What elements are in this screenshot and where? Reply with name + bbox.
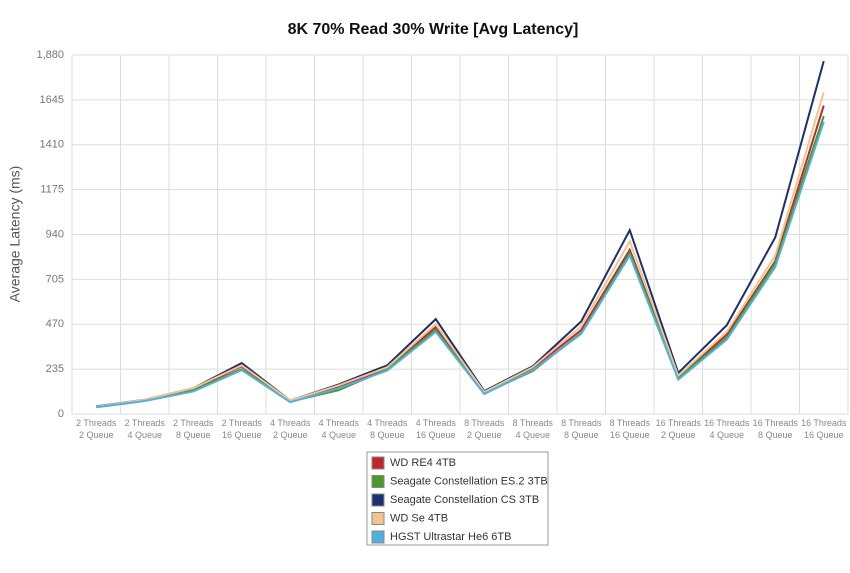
x-tick-label: 2 Threads 8 Queue xyxy=(173,418,214,440)
x-tick-label: 2 Threads 2 Queue xyxy=(76,418,117,440)
y-tick-label: 470 xyxy=(46,318,64,330)
series-line xyxy=(96,121,825,409)
y-tick-label: 0 xyxy=(58,408,64,420)
y-tick-label: 1175 xyxy=(40,184,64,196)
x-tick-label: 4 Threads 4 Queue xyxy=(319,418,360,440)
legend-label: Seagate Constellation ES.2 3TB xyxy=(390,475,548,487)
legend-swatch xyxy=(371,530,385,544)
x-tick-label: 2 Threads 4 Queue xyxy=(125,418,166,440)
series-line xyxy=(96,91,825,408)
x-tick-label: 4 Threads 2 Queue xyxy=(270,418,311,440)
legend-swatch xyxy=(371,475,385,488)
legend-swatch xyxy=(371,512,385,525)
legend-label: WD Se 4TB xyxy=(390,512,448,524)
y-tick-label: 235 xyxy=(46,363,64,375)
x-tick-label: 4 Threads 8 Queue xyxy=(367,418,408,440)
chart-title: 8K 70% Read 30% Write [Avg Latency] xyxy=(288,21,579,38)
x-tick-label: 8 Threads 4 Queue xyxy=(513,418,554,440)
legend-label: Seagate Constellation CS 3TB xyxy=(390,494,539,506)
y-tick-label: 1410 xyxy=(40,139,64,151)
x-tick-label: 8 Threads 16 Queue xyxy=(610,418,651,440)
x-tick-label: 2 Threads 16 Queue xyxy=(222,418,263,440)
legend-label: HGST Ultrastar He6 6TB xyxy=(390,531,511,543)
x-tick-label: 16 Threads 4 Queue xyxy=(704,418,750,440)
y-axis-label: Average Latency (ms) xyxy=(7,166,23,303)
y-tick-label: 940 xyxy=(46,228,64,240)
y-tick-label: 1,880 xyxy=(36,49,64,61)
legend-box xyxy=(366,451,549,546)
x-tick-label: 16 Threads 2 Queue xyxy=(656,418,702,440)
legend-swatch xyxy=(371,493,385,507)
legend-swatch xyxy=(371,456,385,470)
x-tick-label: 16 Threads 16 Queue xyxy=(801,418,847,440)
y-tick-label: 705 xyxy=(46,273,64,285)
series-line xyxy=(96,60,825,408)
y-tick-label: 1645 xyxy=(40,94,64,106)
x-tick-label: 16 Threads 8 Queue xyxy=(753,418,799,440)
x-tick-label: 4 Threads 16 Queue xyxy=(416,418,457,440)
x-tick-label: 8 Threads 2 Queue xyxy=(464,418,505,440)
legend-label: WD RE4 4TB xyxy=(390,457,456,469)
x-tick-label: 8 Threads 8 Queue xyxy=(561,418,602,440)
